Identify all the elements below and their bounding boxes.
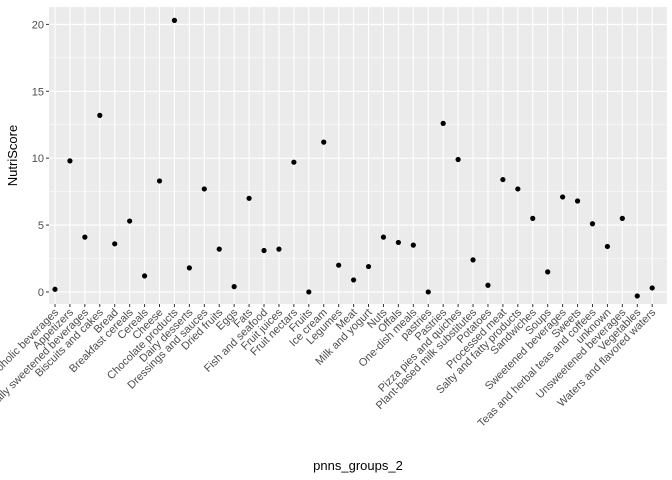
data-point bbox=[545, 269, 551, 275]
data-point bbox=[336, 262, 342, 268]
data-point bbox=[52, 286, 58, 292]
y-tick-label: 15 bbox=[32, 86, 44, 98]
data-point bbox=[231, 284, 237, 290]
data-point bbox=[649, 285, 655, 291]
data-point bbox=[291, 159, 297, 165]
data-point bbox=[141, 273, 148, 279]
data-point bbox=[380, 234, 387, 240]
data-point bbox=[246, 195, 252, 201]
data-point bbox=[216, 246, 222, 252]
data-point bbox=[156, 178, 163, 184]
data-point bbox=[261, 247, 267, 254]
data-point bbox=[82, 234, 88, 240]
data-point bbox=[97, 112, 103, 118]
data-point bbox=[485, 282, 491, 288]
data-point bbox=[201, 186, 207, 192]
data-point bbox=[186, 265, 192, 271]
data-point bbox=[321, 139, 327, 145]
data-point bbox=[470, 257, 476, 263]
grid-lines bbox=[49, 7, 667, 304]
data-point bbox=[112, 241, 118, 247]
data-point bbox=[604, 243, 611, 250]
x-axis-ticks: Alcoholic beveragesAppetizersArtificiall… bbox=[0, 304, 659, 430]
data-point bbox=[67, 158, 73, 164]
y-axis-ticks: 0 5 10 15 20 bbox=[32, 19, 49, 299]
data-point bbox=[530, 215, 536, 221]
y-tick-label: 10 bbox=[32, 153, 44, 165]
data-point bbox=[365, 263, 372, 270]
y-tick-label: 5 bbox=[38, 220, 44, 232]
data-point bbox=[306, 289, 312, 295]
data-point bbox=[589, 221, 596, 227]
x-axis-title: pnns_groups_2 bbox=[313, 458, 403, 473]
data-point bbox=[127, 218, 133, 224]
data-point bbox=[515, 186, 521, 192]
data-point bbox=[395, 239, 401, 246]
data-point bbox=[351, 277, 357, 283]
data-point bbox=[455, 156, 461, 163]
data-point bbox=[619, 215, 625, 221]
y-tick-label: 0 bbox=[38, 287, 44, 299]
data-point bbox=[560, 194, 566, 200]
data-point bbox=[410, 242, 416, 248]
data-point bbox=[500, 176, 506, 183]
data-point bbox=[574, 198, 581, 204]
data-points bbox=[52, 17, 655, 299]
panel-background bbox=[49, 7, 667, 304]
data-point bbox=[440, 120, 446, 126]
data-point bbox=[171, 17, 178, 23]
data-point bbox=[634, 293, 640, 299]
y-tick-label: 20 bbox=[32, 19, 44, 31]
data-point bbox=[425, 289, 431, 295]
y-axis-title: NutriScore bbox=[5, 125, 20, 186]
data-point bbox=[276, 246, 282, 252]
